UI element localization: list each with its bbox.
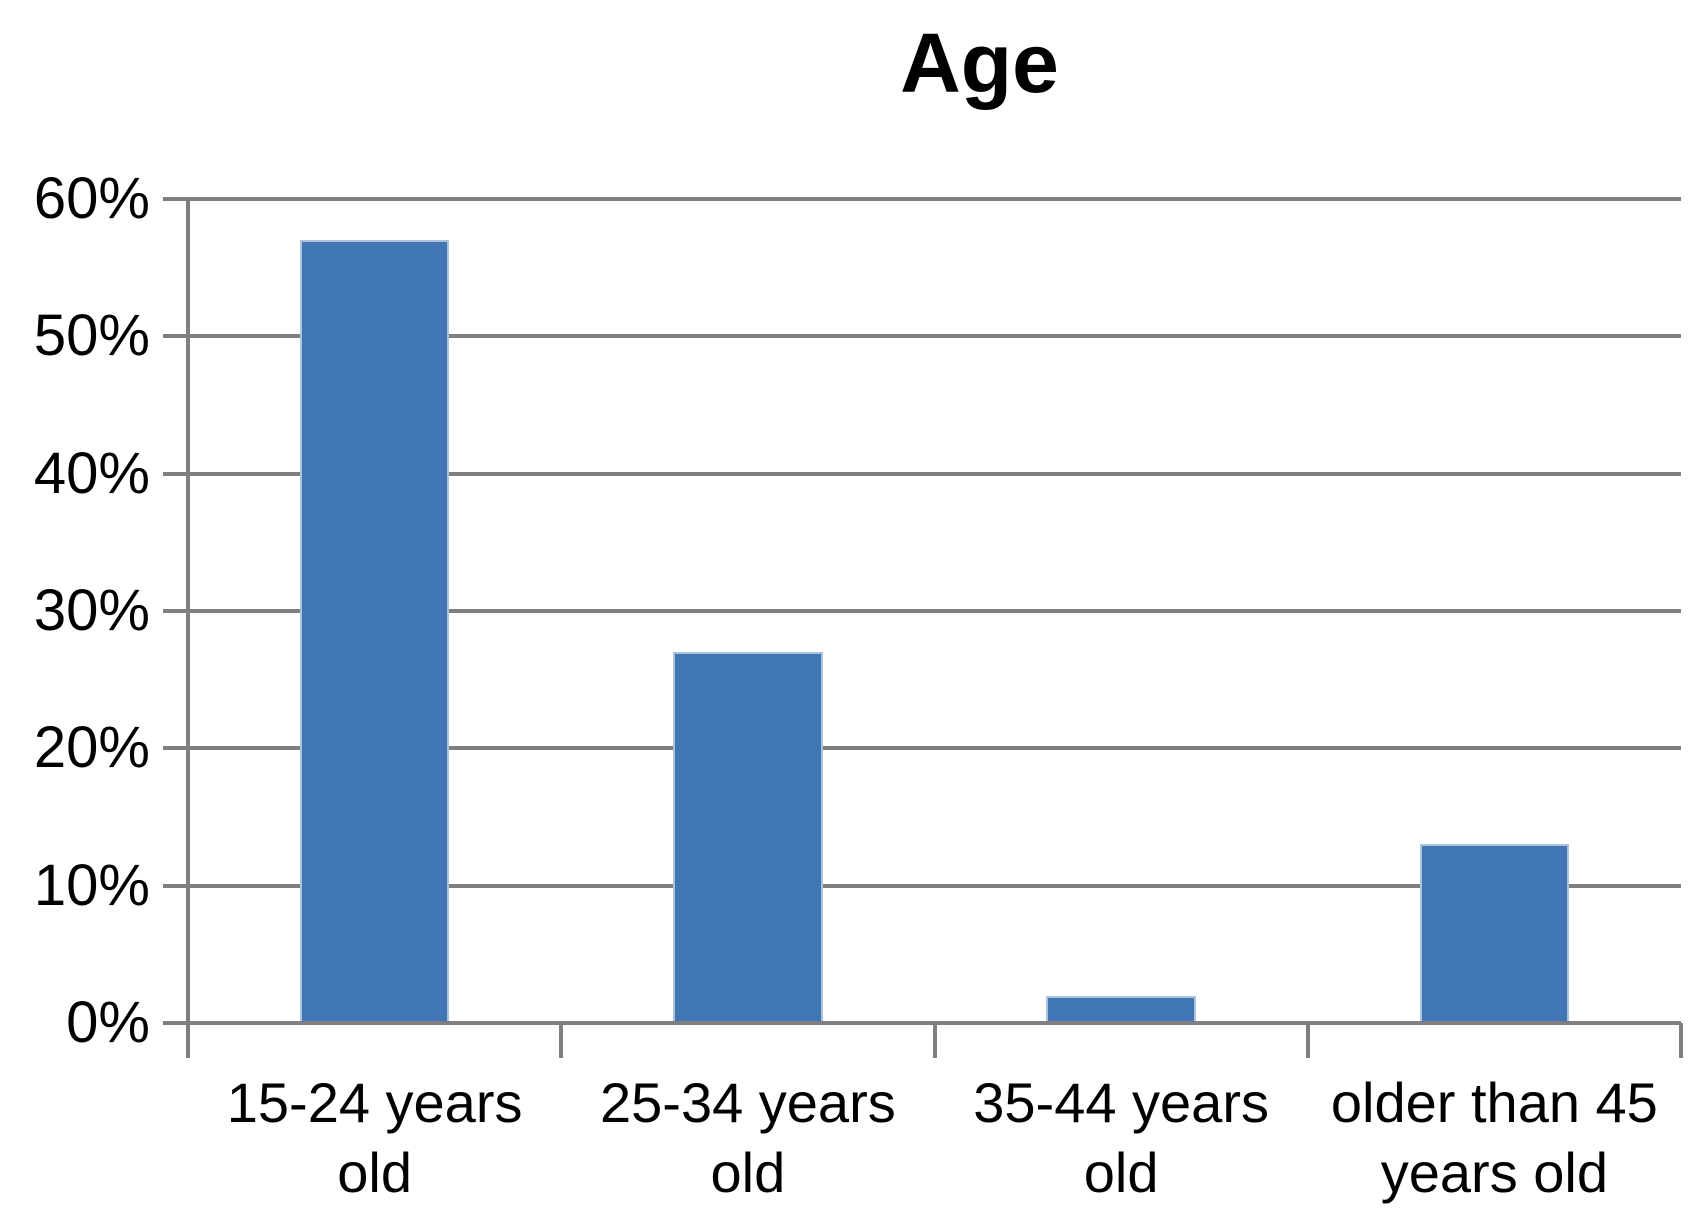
- x-axis-tick: [559, 1023, 564, 1058]
- gridline-0pct: [163, 1021, 1681, 1025]
- bar-3: [1046, 995, 1196, 1023]
- x-category-label-4: older than 45 years old: [1330, 1071, 1658, 1204]
- x-axis-tick: [1305, 1023, 1310, 1058]
- chart-title: Age: [900, 16, 1059, 110]
- bar-4: [1419, 844, 1570, 1023]
- y-axis-tick-label: 50%: [33, 303, 150, 369]
- y-axis-tick-label: 40%: [33, 440, 150, 506]
- gridline-30pct: [163, 609, 1681, 613]
- y-axis-tick-label: 20%: [33, 715, 150, 781]
- gridline-50pct: [163, 334, 1681, 339]
- gridline-40pct: [163, 471, 1681, 476]
- y-axis-line: [186, 197, 190, 1058]
- x-axis-tick: [932, 1023, 937, 1058]
- y-axis-tick-label: 30%: [33, 578, 150, 643]
- x-axis-tick: [1679, 1023, 1683, 1058]
- bar-1: [299, 240, 450, 1023]
- y-axis-tick-label: 10%: [33, 852, 150, 918]
- gridline-60pct: [163, 197, 1681, 201]
- x-category-label-3: 35-44 years old: [973, 1071, 1269, 1204]
- gridline-10pct: [163, 883, 1681, 888]
- bar-2: [673, 652, 823, 1023]
- gridline-20pct: [163, 746, 1681, 751]
- y-axis-tick-label: 0%: [66, 990, 150, 1055]
- x-category-label-2: 25-34 years old: [600, 1071, 896, 1204]
- x-category-label-1: 15-24 years old: [226, 1071, 523, 1204]
- y-axis-tick-label: 60%: [33, 166, 150, 231]
